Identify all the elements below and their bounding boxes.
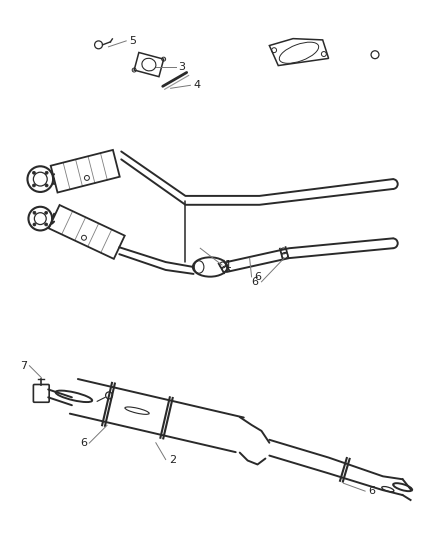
Text: 3: 3	[178, 62, 185, 71]
Text: 7: 7	[20, 361, 28, 371]
Circle shape	[33, 211, 36, 214]
Text: 5: 5	[129, 36, 136, 46]
Text: 2: 2	[168, 455, 175, 465]
Circle shape	[33, 223, 36, 226]
Text: 6: 6	[367, 486, 374, 496]
Text: 1: 1	[224, 260, 231, 270]
Circle shape	[45, 184, 48, 187]
Circle shape	[45, 171, 48, 174]
Circle shape	[45, 211, 48, 214]
Text: 6: 6	[254, 272, 261, 282]
Circle shape	[32, 184, 35, 187]
Text: 4: 4	[193, 80, 200, 90]
Circle shape	[32, 171, 35, 174]
Circle shape	[45, 223, 48, 226]
Text: 6: 6	[80, 438, 87, 448]
Text: 6: 6	[251, 277, 258, 287]
